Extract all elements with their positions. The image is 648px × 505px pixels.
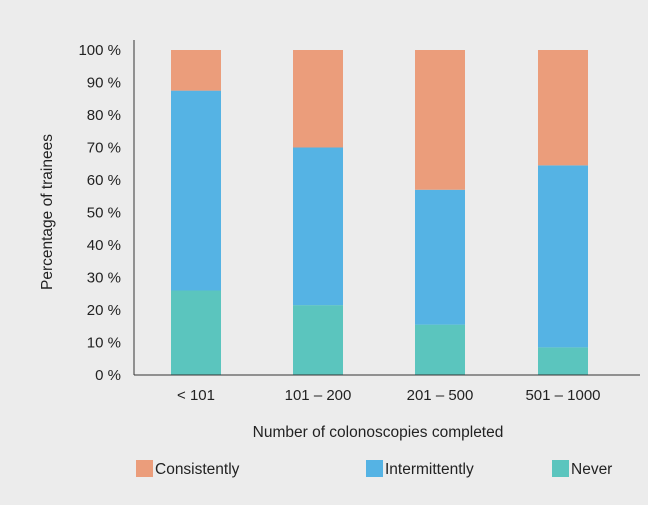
y-tick-label: 40 % [87,237,121,254]
y-tick-label: 30 % [87,270,121,287]
legend-swatch-consistently [136,460,153,477]
y-tick-label: 20 % [87,302,121,319]
x-tick-label: 101 – 200 [285,387,352,404]
bar-segment-never [538,347,588,375]
y-tick-label: 0 % [95,367,121,384]
y-tick-label: 80 % [87,107,121,124]
legend: Consistently Intermittently Never [136,460,612,478]
y-tick-label: 50 % [87,205,121,222]
bar-segment-intermittently [538,165,588,348]
y-ticks: 0 % 10 % 20 % 30 % 40 % 50 % 60 % 70 % 80 % 90 % 1… [78,42,121,384]
y-tick-label: 100 % [78,42,121,59]
y-tick-label: 90 % [87,75,121,92]
bar-segment-intermittently [293,147,343,306]
bar-segment-intermittently [171,90,221,291]
bar-segment-never [415,324,465,375]
x-ticks: < 101 101 – 200 201 – 500 501 – 1000 [177,387,601,404]
bar-segment-consistently [415,50,465,190]
y-tick-label: 10 % [87,335,121,352]
x-tick-label: 501 – 1000 [525,387,600,404]
bar-segment-never [171,290,221,375]
legend-swatch-never [552,460,569,477]
bars-layer [171,50,588,375]
bar-segment-consistently [538,50,588,166]
x-axis-title: Number of colonoscopies completed [253,424,504,441]
x-tick-label: 201 – 500 [407,387,474,404]
y-axis-title: Percentage of trainees [39,134,56,290]
bar-segment-intermittently [415,189,465,325]
legend-label-never: Never [571,461,612,478]
y-tick-label: 70 % [87,140,121,157]
bar-segment-consistently [171,50,221,91]
legend-swatch-intermittently [366,460,383,477]
legend-label-consistently: Consistently [155,461,240,478]
x-tick-label: < 101 [177,387,215,404]
legend-label-intermittently: Intermittently [385,461,474,478]
y-tick-label: 60 % [87,172,121,189]
bar-segment-consistently [293,50,343,148]
bar-segment-never [293,305,343,375]
